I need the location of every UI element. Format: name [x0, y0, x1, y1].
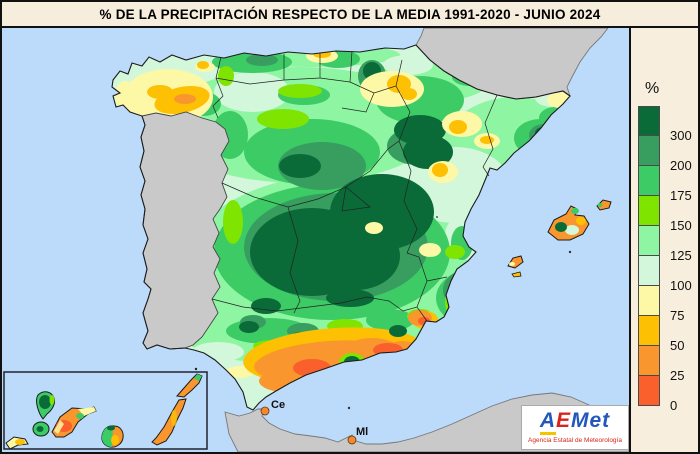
balearic-islands	[436, 199, 612, 278]
melilla-marker: Ml	[347, 426, 368, 445]
legend-stop-label: 150	[670, 218, 692, 233]
legend-stop-label: 25	[670, 368, 685, 383]
legend-stop: 200	[638, 136, 696, 173]
legend-swatch	[638, 136, 660, 166]
portugal-no-data	[139, 111, 230, 350]
legend-swatch	[638, 196, 660, 226]
spain-coastline	[111, 44, 571, 411]
map-title: % DE LA PRECIPITACIÓN RESPECTO DE LA MED…	[99, 6, 601, 22]
legend-swatch	[638, 106, 660, 136]
legend-stop: 125	[638, 226, 696, 263]
legend-swatch	[638, 346, 660, 376]
legend-stop-label: 125	[670, 248, 692, 263]
melilla-label: Ml	[356, 426, 368, 438]
aemet-logo: AEMet Agencia Estatal de Meteorología	[521, 405, 629, 450]
legend-stop: 25	[638, 346, 696, 383]
legend-swatch	[638, 376, 660, 406]
legend-swatch	[638, 166, 660, 196]
legend-scale: 300 200 175 150 125 100 75 50 25 0	[638, 106, 696, 413]
legend-stop-label: 300	[670, 128, 692, 143]
legend-stop-label: 200	[670, 158, 692, 173]
legend-swatch	[638, 316, 660, 346]
title-bar: % DE LA PRECIPITACIÓN RESPECTO DE LA MED…	[2, 2, 698, 28]
ceuta-label: Ce	[271, 399, 285, 411]
legend-stop-label: 100	[670, 278, 692, 293]
legend-stop: 0	[638, 376, 696, 413]
legend-swatch	[638, 256, 660, 286]
aemet-logo-wordmark: AEMet	[522, 406, 628, 436]
legend-stop: 150	[638, 196, 696, 233]
legend-panel: % 300 200 175 150 125 100 75 50 25 0	[629, 28, 698, 452]
alboran-islet-dot	[347, 406, 351, 410]
legend-swatch	[638, 226, 660, 256]
legend-swatch	[638, 286, 660, 316]
aemet-logo-subtitle: Agencia Estatal de Meteorología	[528, 437, 622, 444]
legend-stop: 50	[638, 316, 696, 353]
legend-stop-label: 0	[670, 398, 678, 413]
legend-stop: 100	[638, 256, 696, 293]
legend-stop-label: 75	[670, 308, 685, 323]
legend-unit-label: %	[645, 80, 660, 97]
aemet-logo-met: Met	[571, 409, 611, 432]
aemet-logo-letter-e: E	[555, 409, 571, 432]
legend-stop-label: 50	[670, 338, 685, 353]
ceuta-marker: Ce	[260, 399, 285, 416]
legend-stop: 300	[638, 106, 696, 143]
canary-islands-inset	[3, 367, 208, 450]
spain-precipitation-map: Ce Ml	[2, 28, 629, 452]
legend-stop-label: 175	[670, 188, 692, 203]
legend-stop: 175	[638, 166, 696, 203]
region-borders	[211, 50, 498, 322]
map-area: Ce Ml	[2, 28, 629, 452]
aemet-logo-letter-a: A	[539, 409, 556, 435]
legend-stop: 75	[638, 286, 696, 323]
